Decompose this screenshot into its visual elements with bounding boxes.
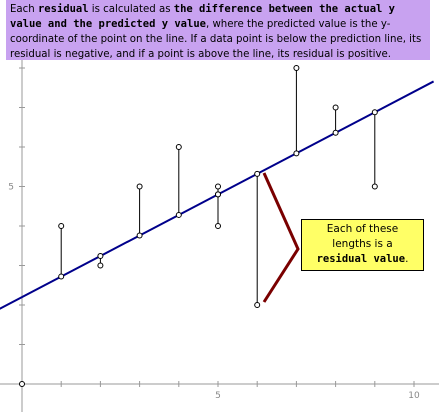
caption-text-3: , where the predicted value is the y-coo…	[10, 19, 422, 60]
callout-arrows	[262, 172, 300, 303]
predicted-point	[136, 232, 143, 239]
data-point	[136, 183, 143, 190]
residual-segments	[60, 68, 376, 305]
callout-line-1: Each of these	[326, 223, 399, 235]
data-points	[19, 65, 378, 387]
data-point	[58, 223, 65, 229]
predicted-point	[97, 253, 104, 260]
predicted-point	[58, 273, 65, 280]
predicted-point	[254, 170, 261, 177]
caption-bold-residual: residual	[37, 3, 89, 15]
x-tick-label-10: 10	[408, 391, 420, 401]
explanation-caption: Each residual is calculated as the diffe…	[6, 0, 430, 60]
caption-bold-difference: the difference between the actual y valu…	[10, 3, 396, 30]
predicted-point	[215, 191, 221, 198]
residual-callout: Each of these lengths is a residual valu…	[301, 219, 424, 271]
data-point	[332, 104, 339, 111]
data-point	[97, 262, 104, 269]
data-point	[215, 223, 221, 229]
callout-line-3: residual value.	[302, 252, 423, 267]
data-point	[254, 302, 261, 308]
caption-text-2: is calculated as	[88, 4, 174, 15]
callout-arrow	[262, 172, 300, 303]
x-tick-label-5: 5	[215, 391, 221, 401]
predicted-point	[293, 150, 300, 157]
predicted-point	[175, 211, 182, 218]
y-tick-label-5: 5	[8, 183, 14, 193]
callout-bold: residual value	[316, 253, 406, 265]
data-point	[19, 381, 25, 387]
caption-text-1: Each	[10, 4, 38, 15]
predicted-point	[332, 129, 339, 136]
data-point	[175, 144, 182, 150]
predicted-point	[371, 109, 378, 116]
callout-period: .	[405, 253, 409, 265]
data-point	[371, 183, 378, 190]
callout-line-2: lengths is a	[332, 238, 393, 250]
data-point	[293, 65, 300, 71]
data-point	[215, 183, 221, 190]
